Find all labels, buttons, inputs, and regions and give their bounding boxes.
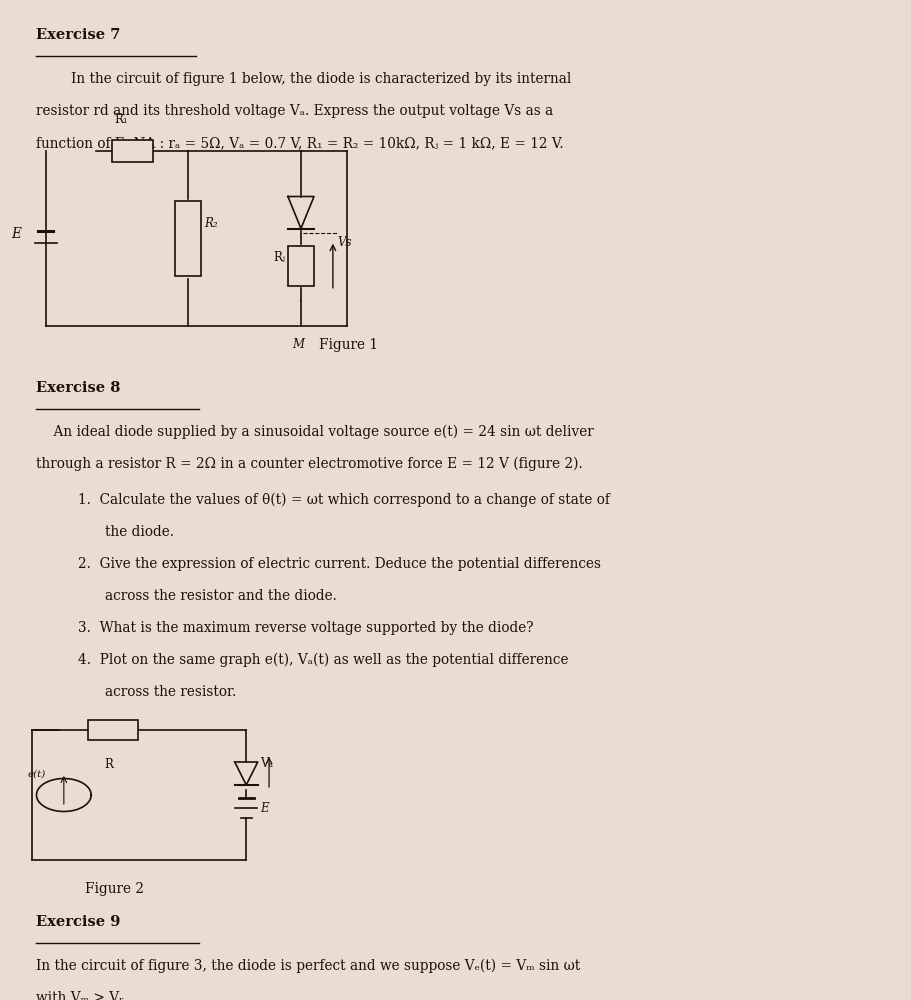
Text: Vₐ: Vₐ bbox=[260, 757, 272, 770]
Text: the diode.: the diode. bbox=[105, 525, 174, 539]
Text: Figure 1: Figure 1 bbox=[319, 338, 378, 352]
Text: across the resistor and the diode.: across the resistor and the diode. bbox=[105, 589, 336, 603]
Text: R₂: R₂ bbox=[204, 217, 218, 230]
Bar bbox=[175, 201, 200, 276]
Text: In the circuit of figure 1 below, the diode is characterized by its internal: In the circuit of figure 1 below, the di… bbox=[36, 72, 571, 86]
Text: 2.  Give the expression of electric current. Deduce the potential differences: 2. Give the expression of electric curre… bbox=[77, 557, 599, 571]
Text: An ideal diode supplied by a sinusoidal voltage source e(t) = 24 sin ωt deliver: An ideal diode supplied by a sinusoidal … bbox=[36, 425, 594, 439]
Text: 3.  What is the maximum reverse voltage supported by the diode?: 3. What is the maximum reverse voltage s… bbox=[77, 621, 532, 635]
Text: through a resistor R = 2Ω in a counter electromotive force E = 12 V (figure 2).: through a resistor R = 2Ω in a counter e… bbox=[36, 457, 583, 471]
Text: R₁: R₁ bbox=[115, 113, 128, 126]
Text: Rⱼ: Rⱼ bbox=[273, 251, 285, 264]
Text: Exercise 9: Exercise 9 bbox=[36, 915, 121, 929]
Text: with Vₘ > Vᵣ.: with Vₘ > Vᵣ. bbox=[36, 991, 128, 1000]
Text: Vs: Vs bbox=[337, 236, 352, 249]
Text: across the resistor.: across the resistor. bbox=[105, 685, 236, 699]
Bar bbox=[112, 140, 153, 162]
Text: E: E bbox=[260, 802, 268, 815]
Text: function of E. NA : rₐ = 5Ω, Vₐ = 0.7 V, R₁ = R₂ = 10kΩ, Rⱼ = 1 kΩ, E = 12 V.: function of E. NA : rₐ = 5Ω, Vₐ = 0.7 V,… bbox=[36, 136, 564, 150]
Text: 1.  Calculate the values of θ(t) = ωt which correspond to a change of state of: 1. Calculate the values of θ(t) = ωt whi… bbox=[77, 493, 609, 507]
Text: Figure 2: Figure 2 bbox=[86, 882, 144, 896]
Text: Exercise 7: Exercise 7 bbox=[36, 28, 121, 42]
Text: In the circuit of figure 3, the diode is perfect and we suppose Vₑ(t) = Vₘ sin ω: In the circuit of figure 3, the diode is… bbox=[36, 959, 580, 973]
Bar bbox=[288, 246, 313, 286]
Bar bbox=[88, 720, 138, 740]
Text: E: E bbox=[11, 227, 21, 241]
Text: R: R bbox=[104, 758, 113, 771]
Text: resistor rd and its threshold voltage Vₐ. Express the output voltage Vs as a: resistor rd and its threshold voltage Vₐ… bbox=[36, 104, 553, 118]
Text: 4.  Plot on the same graph e(t), Vₐ(t) as well as the potential difference: 4. Plot on the same graph e(t), Vₐ(t) as… bbox=[77, 653, 568, 667]
Text: Exercise 8: Exercise 8 bbox=[36, 381, 121, 395]
Text: M: M bbox=[292, 338, 303, 351]
Text: e(t): e(t) bbox=[27, 770, 46, 779]
